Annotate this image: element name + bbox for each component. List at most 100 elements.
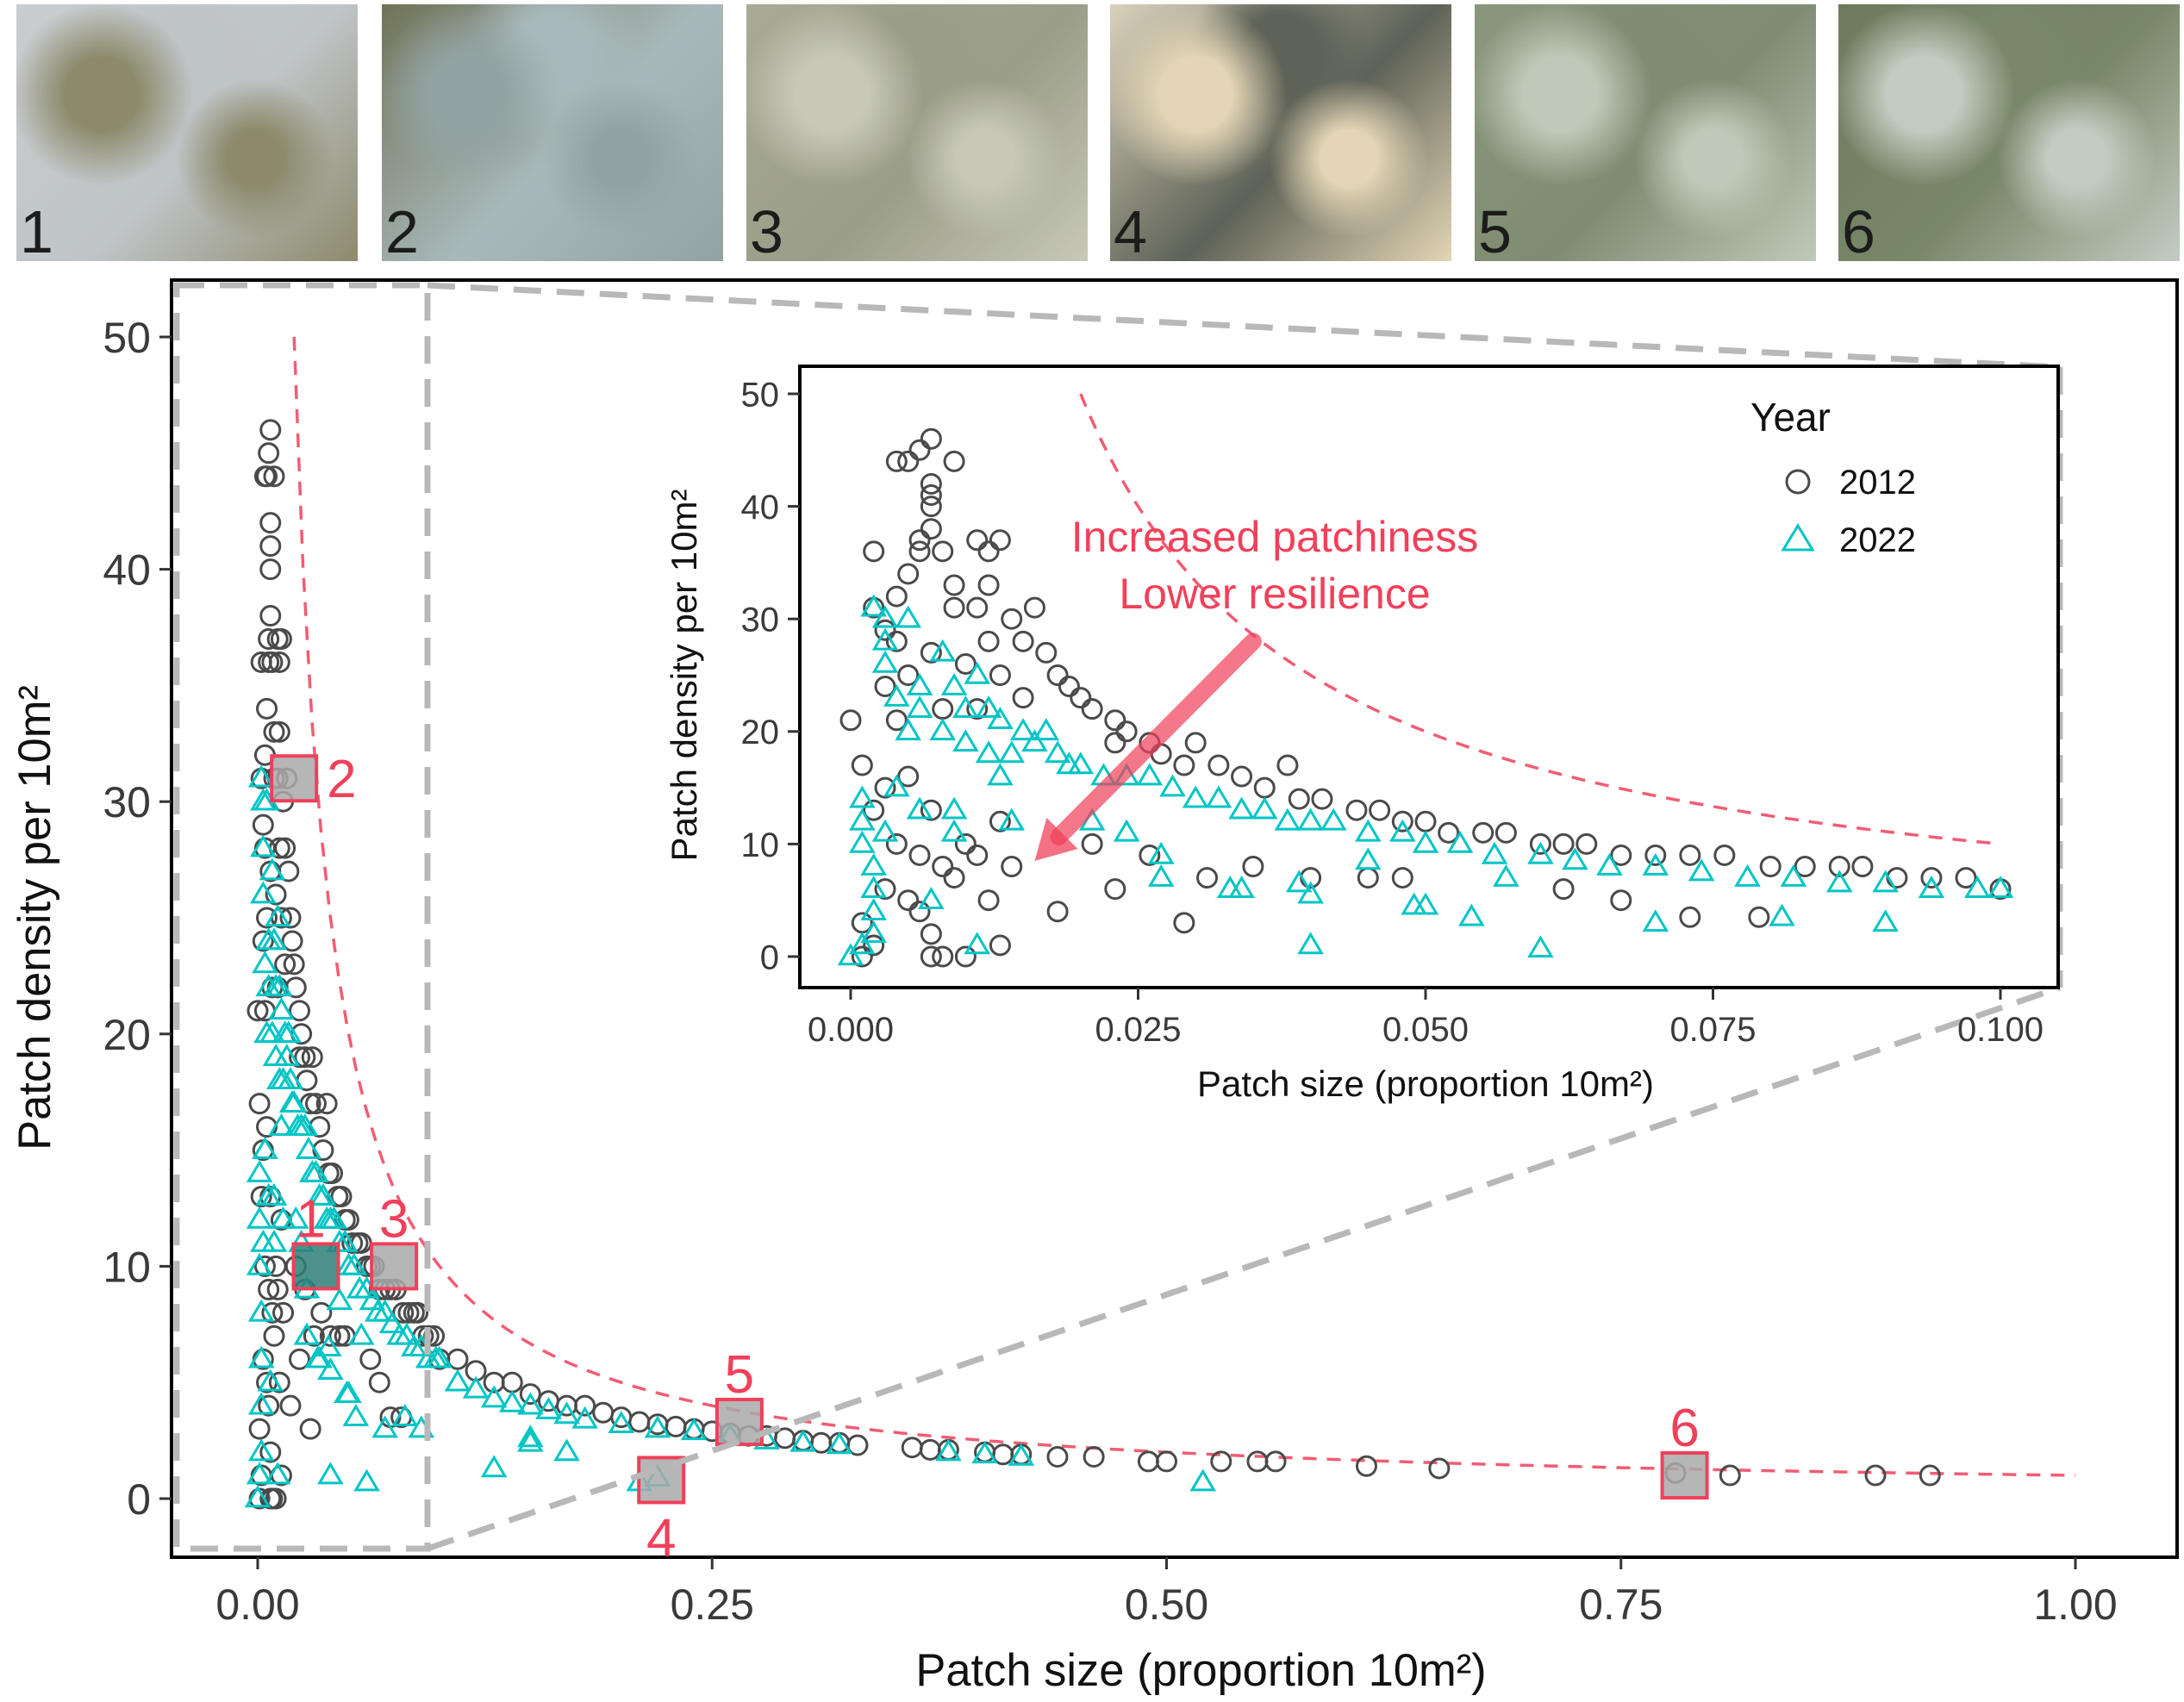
point-2022	[608, 1411, 635, 1434]
point-2022	[247, 764, 275, 788]
point-2012	[303, 1325, 325, 1347]
y-tick-label: 50	[741, 376, 780, 414]
point-2022	[971, 1441, 998, 1464]
point-2012	[966, 596, 989, 619]
point-2012	[920, 518, 942, 540]
point-2022	[291, 1113, 319, 1136]
point-2022	[244, 1485, 271, 1508]
point-2012	[341, 1231, 364, 1254]
point-2022	[480, 1385, 508, 1408]
point-2012	[1472, 821, 1494, 844]
point-2022	[259, 857, 286, 881]
point-2022	[1412, 830, 1439, 853]
point-2022	[1285, 870, 1313, 893]
point-2022	[293, 1322, 321, 1345]
point-2022	[860, 852, 887, 876]
point-2022	[964, 932, 991, 955]
point-2012	[897, 664, 920, 686]
point-2012	[274, 837, 296, 859]
point-2012	[253, 1255, 276, 1277]
point-2022	[935, 1438, 962, 1462]
point-2022	[998, 807, 1026, 831]
point-2022	[1205, 785, 1232, 808]
photo-label: 4	[1114, 198, 1147, 261]
point-2022	[480, 1455, 508, 1478]
point-2022	[975, 695, 1002, 718]
point-2012	[1288, 788, 1310, 810]
point-2012	[259, 419, 282, 441]
point-2012	[272, 1301, 295, 1324]
point-2012	[1851, 856, 1874, 878]
point-2012	[846, 1434, 869, 1456]
y-tick-label: 40	[741, 489, 780, 527]
point-2012	[943, 867, 965, 889]
point-2012	[1083, 1445, 1105, 1468]
point-2022	[871, 650, 899, 673]
photo-label: 3	[750, 198, 783, 261]
point-2012	[1794, 856, 1816, 878]
point-2012	[874, 619, 896, 641]
y-tick-label: 20	[741, 714, 780, 751]
point-2012	[1207, 754, 1230, 776]
legend-title: Year	[1750, 395, 1831, 440]
point-2012	[289, 1348, 311, 1370]
y-tick-label: 0	[760, 938, 779, 976]
point-2012	[1001, 856, 1023, 878]
point-2012	[1610, 844, 1632, 866]
legend-label: 2022	[1839, 521, 1916, 559]
point-2012	[258, 442, 280, 464]
x-tick-label: 0.25	[671, 1580, 754, 1629]
point-2022	[553, 1438, 580, 1462]
point-2012	[281, 930, 303, 952]
point-2012	[897, 889, 920, 912]
point-2012	[256, 907, 278, 929]
zoom-rect	[173, 282, 431, 1552]
x-tick-label: 0.000	[808, 1011, 894, 1049]
point-2022	[1780, 863, 1807, 887]
point-2012	[1046, 901, 1069, 923]
point-2012	[1529, 832, 1551, 855]
point-2012	[1391, 867, 1413, 889]
point-2022	[1147, 841, 1175, 864]
point-2012	[977, 889, 1000, 912]
point-2022	[906, 796, 933, 820]
point-2012	[932, 540, 954, 563]
series-2012	[839, 427, 2012, 968]
arrow-shaft	[1050, 633, 1262, 845]
point-2012	[1081, 698, 1103, 720]
point-2022	[998, 740, 1026, 764]
photo-label: 5	[1478, 198, 1512, 261]
highlight-label: 5	[725, 1345, 754, 1405]
point-2012	[1012, 630, 1034, 652]
x-axis-title: Patch size (proportion 10m²)	[915, 1645, 1486, 1696]
point-2012	[304, 1093, 327, 1115]
point-2022	[1136, 763, 1164, 786]
point-2012	[1428, 1457, 1451, 1480]
point-2022	[252, 951, 278, 974]
point-2012	[330, 1186, 353, 1208]
point-2012	[261, 651, 284, 673]
highlight-sample-3: 3	[370, 1189, 419, 1291]
point-2022	[1320, 807, 1347, 831]
point-2022	[940, 819, 968, 842]
point-2022	[462, 1375, 490, 1399]
point-2012	[283, 953, 305, 976]
point-2012	[874, 676, 896, 698]
point-2012	[258, 1394, 280, 1417]
point-2012	[863, 540, 885, 563]
point-2012	[863, 799, 885, 821]
photo-label: 6	[1842, 198, 1875, 261]
point-2012	[289, 1000, 311, 1022]
point-2012	[265, 883, 287, 906]
point-2022	[1159, 774, 1186, 797]
point-2012	[310, 1301, 333, 1324]
point-2012	[1184, 732, 1207, 754]
point-2022	[871, 605, 899, 628]
point-2022	[371, 1299, 398, 1322]
point-2012	[1679, 906, 1701, 928]
point-2012	[1610, 889, 1632, 912]
point-2012	[943, 450, 965, 472]
point-2022	[246, 1159, 273, 1182]
highlight-square	[1660, 1451, 1709, 1500]
